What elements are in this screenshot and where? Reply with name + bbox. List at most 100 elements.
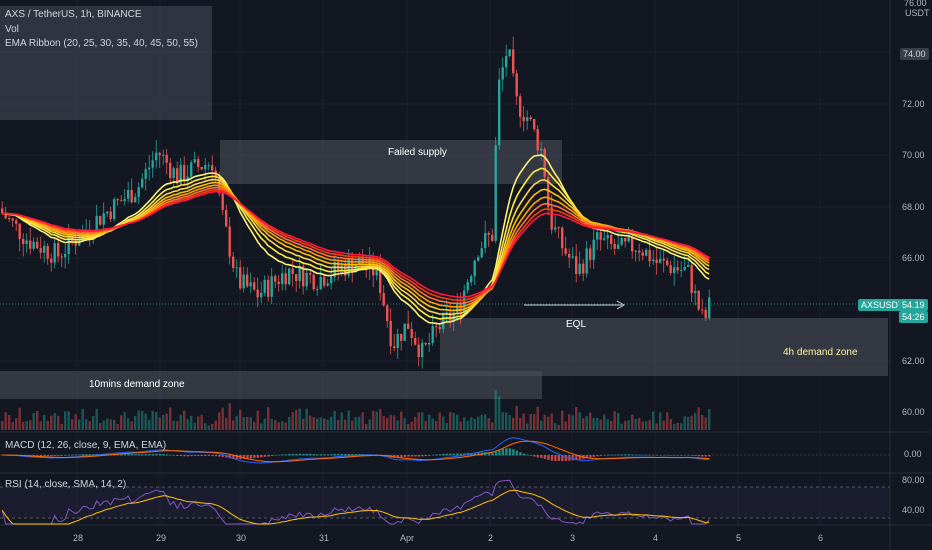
volume-bar bbox=[424, 420, 427, 430]
failed-supply-zone[interactable] bbox=[220, 140, 562, 184]
volume-bar bbox=[81, 408, 84, 430]
macd-histogram-bar bbox=[456, 453, 459, 456]
ema-ribbon-line bbox=[2, 190, 710, 299]
volume-bar bbox=[631, 414, 634, 430]
candle-body bbox=[239, 267, 242, 289]
volume-bar bbox=[67, 411, 70, 430]
volume-bar bbox=[368, 419, 371, 430]
macd-histogram-bar bbox=[221, 455, 225, 458]
demand-zone-4h[interactable] bbox=[440, 318, 888, 376]
macd-histogram-bar bbox=[578, 455, 582, 460]
volume-bar bbox=[680, 423, 683, 430]
legend-zone-box bbox=[0, 6, 212, 120]
macd-histogram-bar bbox=[449, 453, 452, 456]
volume-bar bbox=[568, 414, 571, 430]
macd-histogram-bar bbox=[172, 455, 176, 456]
candle-body bbox=[473, 260, 476, 277]
volume-bar bbox=[74, 414, 77, 430]
macd-histogram-bar bbox=[501, 448, 505, 456]
macd-histogram-bar bbox=[610, 454, 613, 456]
macd-histogram-bar bbox=[39, 455, 43, 457]
eql-arrow-head bbox=[616, 300, 626, 310]
candle-body bbox=[669, 265, 672, 274]
macd-histogram-bar bbox=[498, 449, 501, 456]
ema-ribbon-line bbox=[2, 188, 710, 302]
macd-histogram-bar bbox=[428, 455, 431, 456]
volume-bar bbox=[417, 412, 420, 430]
macd-histogram-bar bbox=[305, 453, 309, 456]
candle-body bbox=[613, 243, 616, 249]
candle-body bbox=[120, 200, 123, 202]
macd-histogram-bar bbox=[281, 454, 284, 456]
candle-body bbox=[284, 273, 287, 285]
candle-body bbox=[690, 264, 693, 294]
candle-body bbox=[155, 152, 158, 161]
candle-body bbox=[249, 282, 252, 287]
candle-body bbox=[638, 250, 641, 253]
macd-histogram-bar bbox=[620, 454, 624, 456]
volume-bar bbox=[141, 410, 144, 430]
macd-histogram-bar bbox=[452, 453, 456, 456]
volume-bar bbox=[414, 417, 417, 430]
volume-bar bbox=[501, 412, 504, 430]
candle-body bbox=[540, 148, 543, 151]
candle-body bbox=[358, 256, 361, 264]
macd-histogram-bar bbox=[354, 454, 358, 456]
volume-bar bbox=[491, 422, 494, 430]
macd-histogram-bar bbox=[613, 454, 617, 456]
volume-bar bbox=[239, 409, 242, 430]
macd-histogram-bar bbox=[158, 453, 162, 456]
macd-histogram-bar bbox=[603, 454, 606, 456]
volume-bar bbox=[526, 423, 529, 430]
macd-histogram-bar bbox=[701, 455, 704, 457]
macd-histogram-bar bbox=[599, 455, 603, 456]
candle-body bbox=[148, 167, 151, 170]
candle-body bbox=[172, 168, 175, 178]
candle-body bbox=[319, 276, 322, 290]
candle-body bbox=[200, 166, 203, 170]
volume-bar bbox=[347, 410, 350, 430]
candle-body bbox=[480, 248, 483, 258]
candle-body bbox=[225, 209, 228, 227]
volume-bar bbox=[148, 419, 151, 430]
macd-histogram-bar bbox=[690, 455, 694, 456]
volume-bar bbox=[193, 422, 196, 430]
candle-body bbox=[242, 274, 245, 289]
volume-bar bbox=[694, 413, 697, 430]
macd-histogram-bar bbox=[165, 454, 169, 456]
macd-histogram-bar bbox=[36, 455, 39, 457]
macd-histogram-bar bbox=[71, 454, 74, 456]
candle-body bbox=[554, 227, 557, 230]
volume-bar bbox=[134, 415, 137, 430]
volume-bar bbox=[456, 414, 459, 430]
candle-body bbox=[333, 261, 336, 278]
volume-bar bbox=[179, 414, 182, 430]
candle-body bbox=[421, 342, 424, 358]
macd-histogram-bar bbox=[445, 453, 449, 456]
volume-bar bbox=[15, 418, 18, 430]
volume-bar bbox=[484, 414, 487, 430]
candle-body bbox=[624, 238, 627, 242]
candle-body bbox=[522, 116, 525, 121]
volume-bar bbox=[589, 412, 592, 430]
volume-bar bbox=[32, 413, 35, 430]
macd-histogram-bar bbox=[669, 455, 673, 456]
volume-bar bbox=[361, 412, 364, 430]
macd-histogram-bar bbox=[536, 455, 540, 458]
volume-bar bbox=[666, 412, 669, 430]
volume-bar bbox=[120, 415, 123, 430]
macd-histogram-bar bbox=[526, 454, 529, 456]
macd-histogram-bar bbox=[88, 454, 92, 456]
ema-ribbon-line bbox=[2, 186, 710, 305]
macd-histogram-bar bbox=[92, 454, 95, 456]
macd-histogram-bar bbox=[414, 455, 417, 457]
candle-body bbox=[708, 297, 711, 319]
candle-body bbox=[620, 238, 623, 245]
candle-body bbox=[568, 253, 571, 258]
candle-body bbox=[403, 323, 406, 341]
volume-bar bbox=[494, 390, 497, 430]
macd-histogram-bar bbox=[540, 455, 543, 458]
macd-histogram-bar bbox=[393, 455, 396, 458]
volume-bar bbox=[473, 418, 476, 430]
